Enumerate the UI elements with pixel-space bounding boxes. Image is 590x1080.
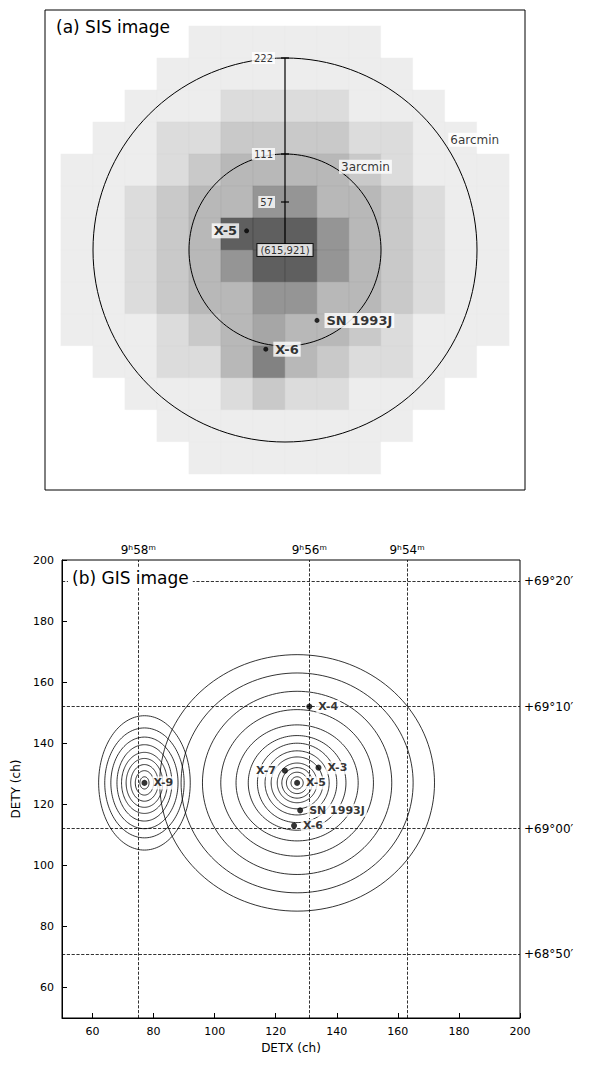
svg-text:X-6: X-6 (275, 342, 298, 357)
svg-text:(615,921): (615,921) (260, 245, 309, 256)
svg-text:6arcmin: 6arcmin (450, 133, 499, 147)
svg-text:+69°20′: +69°20′ (524, 574, 574, 588)
svg-text:(b) GIS image: (b) GIS image (72, 568, 189, 588)
svg-text:120: 120 (265, 1025, 286, 1038)
svg-text:111: 111 (254, 149, 273, 160)
svg-text:9ʰ58ᵐ: 9ʰ58ᵐ (121, 543, 156, 557)
svg-text:80: 80 (40, 920, 54, 933)
svg-text:DETX (ch): DETX (ch) (261, 1041, 321, 1055)
svg-text:DETY (ch): DETY (ch) (9, 760, 23, 819)
svg-text:(a) SIS image: (a) SIS image (56, 17, 170, 37)
svg-text:222: 222 (254, 53, 273, 64)
svg-text:SN 1993J: SN 1993J (309, 804, 365, 817)
svg-text:60: 60 (86, 1025, 100, 1038)
svg-text:60: 60 (40, 981, 54, 994)
svg-text:X-4: X-4 (318, 700, 338, 713)
svg-text:120: 120 (33, 798, 54, 811)
svg-text:+69°00′: +69°00′ (524, 822, 574, 836)
svg-text:9ʰ54ᵐ: 9ʰ54ᵐ (389, 543, 424, 557)
svg-text:X-5: X-5 (214, 223, 237, 238)
svg-text:100: 100 (204, 1025, 225, 1038)
svg-text:3arcmin: 3arcmin (341, 160, 390, 174)
svg-text:X-9: X-9 (153, 776, 173, 789)
svg-text:200: 200 (33, 554, 54, 567)
svg-text:180: 180 (33, 615, 54, 628)
svg-text:180: 180 (448, 1025, 469, 1038)
svg-text:100: 100 (33, 859, 54, 872)
svg-text:+68°50′: +68°50′ (524, 947, 574, 961)
svg-text:+69°10′: +69°10′ (524, 700, 574, 714)
svg-text:57: 57 (260, 197, 273, 208)
svg-text:140: 140 (326, 1025, 347, 1038)
svg-text:140: 140 (33, 737, 54, 750)
svg-text:X-5: X-5 (306, 776, 326, 789)
svg-text:200: 200 (510, 1025, 531, 1038)
svg-text:X-6: X-6 (303, 819, 323, 832)
svg-text:X-3: X-3 (327, 761, 347, 774)
svg-text:X-7: X-7 (256, 764, 276, 777)
svg-text:160: 160 (387, 1025, 408, 1038)
svg-text:160: 160 (33, 676, 54, 689)
svg-text:9ʰ56ᵐ: 9ʰ56ᵐ (292, 543, 327, 557)
svg-text:SN 1993J: SN 1993J (327, 313, 393, 328)
svg-text:80: 80 (147, 1025, 161, 1038)
